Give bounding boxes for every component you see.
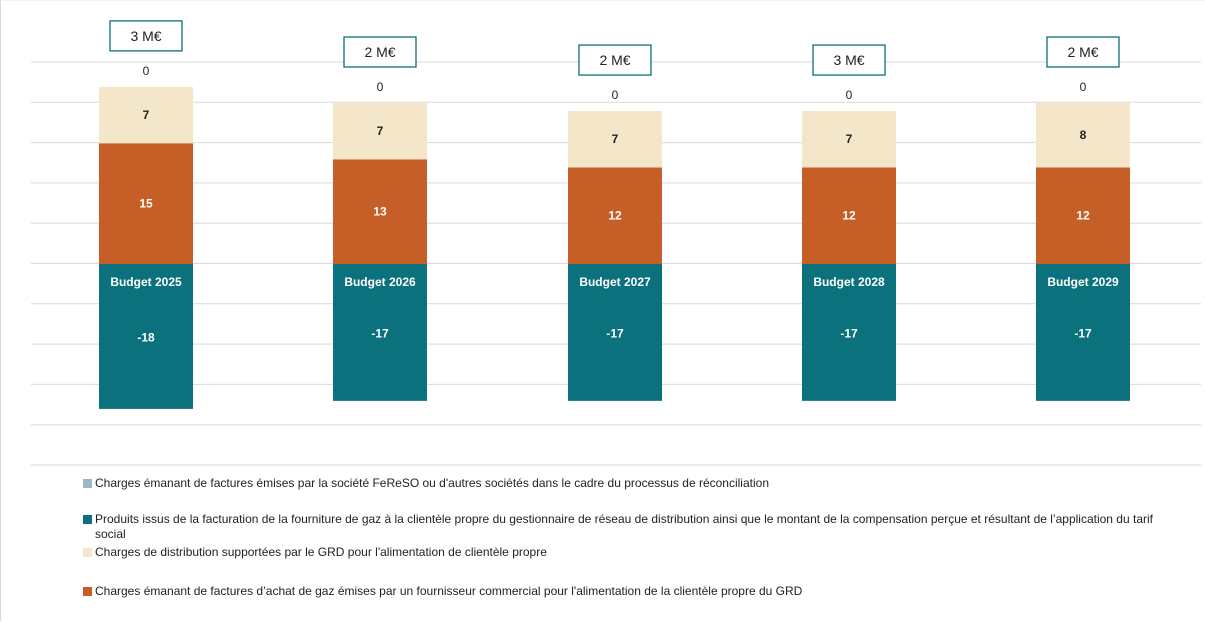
bar-produits bbox=[333, 264, 427, 401]
category-label: Budget 2028 bbox=[813, 275, 885, 289]
legend-item-fereso: Charges émanant de factures émises par l… bbox=[83, 476, 1183, 491]
bar-distribution bbox=[802, 111, 896, 168]
data-label-achat: 15 bbox=[139, 197, 153, 211]
legend-label-fereso: Charges émanant de factures émises par l… bbox=[95, 476, 769, 490]
data-label-fereso: 0 bbox=[143, 64, 150, 78]
bar-distribution bbox=[568, 111, 662, 168]
bar-produits bbox=[568, 264, 662, 401]
total-callout-label: 3 M€ bbox=[833, 52, 864, 68]
bar-distribution bbox=[333, 103, 427, 160]
data-label-fereso: 0 bbox=[1080, 80, 1087, 94]
bar-produits bbox=[99, 264, 193, 409]
legend-item-produits: Produits issus de la facturation de la f… bbox=[83, 512, 1183, 542]
data-label-achat: 13 bbox=[373, 205, 387, 219]
data-label-produits: -17 bbox=[1074, 326, 1092, 340]
category-label: Budget 2026 bbox=[344, 275, 416, 289]
legend-label-produits: Produits issus de la facturation de la f… bbox=[95, 512, 1153, 541]
legend-swatch-distribution bbox=[83, 548, 92, 557]
legend-item-achat: Charges émanant de factures d’achat de g… bbox=[83, 584, 1183, 599]
legend-label-distribution: Charges de distribution supportées par l… bbox=[95, 545, 547, 559]
legend-swatch-achat bbox=[83, 587, 92, 596]
total-callout-box bbox=[343, 36, 417, 68]
total-callout-box bbox=[578, 44, 652, 76]
data-label-fereso: 0 bbox=[846, 88, 853, 102]
data-label-produits: -17 bbox=[606, 326, 624, 340]
legend-item-distribution: Charges de distribution supportées par l… bbox=[83, 545, 1183, 560]
bar-achat bbox=[568, 167, 662, 264]
bar-achat bbox=[333, 159, 427, 264]
bar-achat bbox=[99, 143, 193, 264]
legend-swatch-fereso bbox=[83, 479, 92, 488]
category-label: Budget 2025 bbox=[110, 275, 182, 289]
data-label-distribution: 7 bbox=[377, 124, 384, 138]
data-label-achat: 12 bbox=[842, 209, 856, 223]
data-label-distribution: 7 bbox=[612, 132, 619, 146]
total-callout-box bbox=[109, 20, 183, 52]
legend-label-achat: Charges émanant de factures d’achat de g… bbox=[95, 584, 803, 598]
data-label-distribution: 8 bbox=[1080, 128, 1087, 142]
bar-achat bbox=[802, 167, 896, 264]
bar-produits bbox=[1036, 264, 1130, 401]
data-label-achat: 12 bbox=[608, 209, 622, 223]
bar-distribution bbox=[1036, 103, 1130, 168]
data-label-achat: 12 bbox=[1076, 209, 1090, 223]
legend-swatch-produits bbox=[83, 515, 92, 524]
data-label-produits: -17 bbox=[371, 326, 389, 340]
total-callout-box bbox=[812, 44, 886, 76]
total-callout-label: 2 M€ bbox=[1067, 44, 1098, 60]
data-label-fereso: 0 bbox=[377, 80, 384, 94]
data-label-distribution: 7 bbox=[143, 108, 150, 122]
bar-achat bbox=[1036, 167, 1130, 264]
data-label-fereso: 0 bbox=[612, 88, 619, 102]
category-label: Budget 2029 bbox=[1047, 275, 1119, 289]
data-label-distribution: 7 bbox=[846, 132, 853, 146]
data-label-produits: -17 bbox=[840, 326, 858, 340]
bar-distribution bbox=[99, 86, 193, 144]
total-callout-label: 2 M€ bbox=[364, 44, 395, 60]
total-callout-label: 2 M€ bbox=[599, 52, 630, 68]
total-callout-label: 3 M€ bbox=[130, 28, 161, 44]
category-label: Budget 2027 bbox=[579, 275, 651, 289]
total-callout-box bbox=[1046, 36, 1120, 68]
bar-produits bbox=[802, 264, 896, 401]
data-label-produits: -18 bbox=[137, 330, 155, 344]
